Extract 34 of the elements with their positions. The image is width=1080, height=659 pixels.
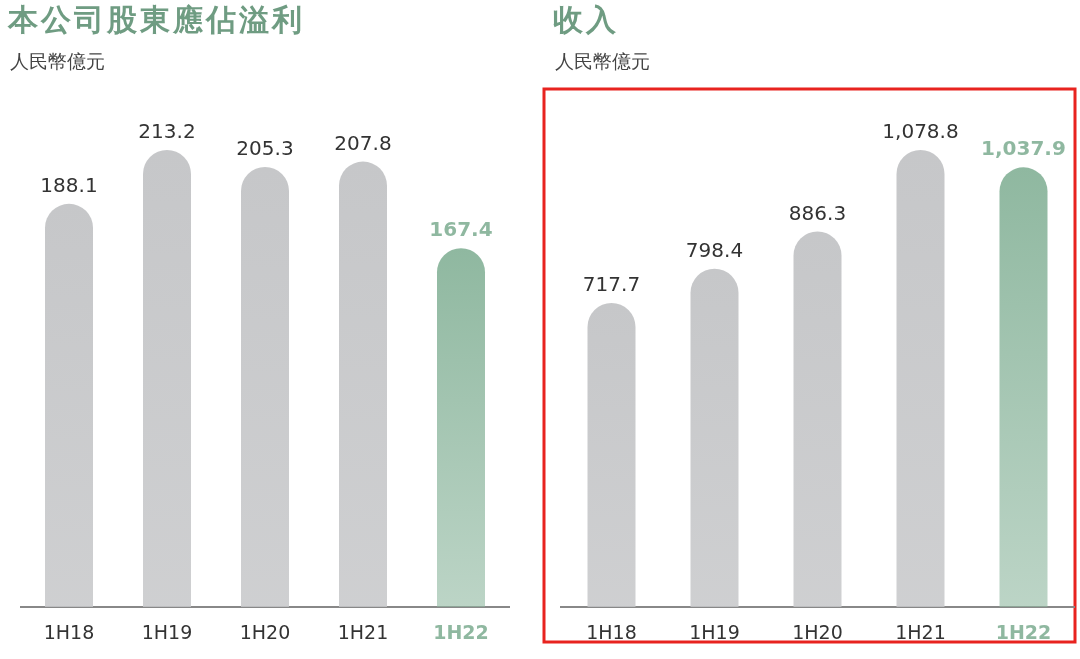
chart-subtitle: 人民幣億元 — [555, 50, 650, 72]
data-label: 207.8 — [334, 130, 392, 155]
x-tick-label: 1H21 — [337, 621, 389, 643]
data-label: 717.7 — [582, 271, 641, 296]
bar — [690, 268, 739, 607]
x-tick-label: 1H22 — [433, 621, 489, 643]
data-label: 205.3 — [236, 135, 294, 160]
bar — [339, 161, 387, 607]
data-label: 798.4 — [685, 237, 744, 262]
bar — [241, 166, 289, 607]
x-tick-label: 1H19 — [141, 621, 193, 643]
bar — [896, 150, 945, 607]
x-tick-label: 1H20 — [239, 621, 291, 643]
chart-title: 本公司股東應佔溢利 — [7, 2, 305, 37]
bar — [45, 203, 93, 607]
x-tick-label: 1H18 — [43, 621, 95, 643]
chart-subtitle: 人民幣億元 — [10, 50, 105, 72]
x-tick-label: 1H20 — [792, 621, 843, 643]
data-label: 1,037.9 — [981, 136, 1066, 161]
data-label: 886.3 — [788, 200, 847, 225]
bar — [999, 167, 1048, 607]
data-label: 167.4 — [429, 217, 493, 242]
bar — [437, 248, 485, 607]
x-tick-label: 1H18 — [586, 621, 637, 643]
bar — [143, 150, 191, 607]
x-tick-label: 1H22 — [995, 621, 1052, 643]
chart-title: 收入 — [553, 2, 619, 37]
data-label: 1,078.8 — [882, 119, 959, 143]
x-tick-label: 1H21 — [895, 621, 946, 643]
data-label: 213.2 — [138, 119, 196, 143]
data-label: 188.1 — [40, 172, 98, 197]
bar — [587, 303, 636, 607]
x-tick-label: 1H19 — [689, 621, 740, 643]
bar — [793, 231, 842, 607]
